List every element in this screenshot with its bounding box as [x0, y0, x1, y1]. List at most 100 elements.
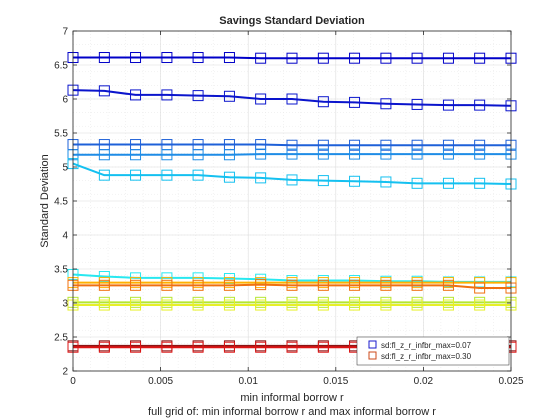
data-point-marker	[255, 279, 267, 291]
data-point-marker	[130, 52, 142, 64]
data-point-marker	[161, 299, 173, 311]
data-point-marker	[286, 299, 298, 311]
y-tick-label: 2	[62, 367, 68, 378]
y-tick-label: 5.5	[54, 129, 68, 140]
data-point-marker	[442, 52, 454, 64]
data-point-marker	[255, 148, 267, 160]
data-point-marker	[474, 52, 486, 64]
series-line	[73, 283, 511, 290]
series-max=0.27	[67, 299, 517, 311]
data-point-marker	[192, 279, 204, 291]
x-tick-label: 0.01	[238, 376, 258, 387]
data-point-marker	[349, 175, 361, 187]
legend-label-max-0.07: sd:fl_z_r_infbr_max=0.07	[381, 341, 472, 350]
data-point-marker	[411, 52, 423, 64]
data-point-marker	[411, 148, 423, 160]
data-point-marker	[98, 341, 110, 353]
data-point-marker	[474, 99, 486, 111]
data-point-marker	[223, 149, 235, 161]
data-point-marker	[380, 176, 392, 188]
data-point-marker	[442, 139, 454, 151]
data-point-marker	[474, 139, 486, 151]
data-point-marker	[286, 174, 298, 186]
x-tick-label: 0.015	[323, 376, 348, 387]
data-point-marker	[380, 299, 392, 311]
series-line	[72, 162, 512, 185]
data-point-marker	[380, 148, 392, 160]
series-max=0.18	[67, 158, 517, 190]
data-point-marker	[130, 341, 142, 353]
data-point-marker	[411, 299, 423, 311]
data-point-marker	[349, 139, 361, 151]
series-max=0.15	[67, 148, 517, 161]
data-point-marker	[349, 96, 361, 108]
data-point-marker	[255, 341, 267, 353]
x-tick-label: 0.02	[414, 376, 434, 387]
y-tick-label: 3	[62, 299, 68, 310]
data-point-marker	[192, 52, 204, 64]
data-point-marker	[349, 52, 361, 64]
data-point-marker	[411, 177, 423, 189]
data-point-marker	[130, 89, 142, 101]
tick-layer: 0 0.005 0.01 0.015 0.02 0.025 2 2.5 3 3.5 4 4.5 5 5.5…	[54, 27, 524, 388]
data-point-marker	[349, 299, 361, 311]
legend-swatch-max-0.30	[368, 351, 377, 360]
legend: sd:fl_z_r_infbr_max=0.07 sd:fl_z_r_infbr…	[356, 336, 510, 366]
data-point-marker	[161, 52, 173, 64]
y-tick-label: 6.5	[54, 61, 68, 72]
series-line	[72, 89, 512, 107]
data-point-marker	[130, 169, 142, 181]
data-point-marker	[349, 148, 361, 160]
legend-swatch-max-0.07	[368, 340, 377, 349]
series-line	[73, 143, 511, 147]
data-point-marker	[442, 99, 454, 111]
data-point-marker	[286, 93, 298, 105]
data-point-marker	[192, 299, 204, 311]
x-tick-label: 0.005	[148, 376, 173, 387]
data-point-marker	[411, 279, 423, 291]
data-point-marker	[286, 341, 298, 353]
data-point-marker	[98, 52, 110, 64]
data-point-marker	[130, 279, 142, 291]
x-axis-label: min informal borrow r	[240, 392, 344, 404]
data-point-marker	[474, 148, 486, 160]
data-point-marker	[192, 90, 204, 102]
x-axis-sublabel: full grid of: min informal borrow r and …	[148, 406, 436, 418]
data-point-marker	[474, 177, 486, 189]
data-point-marker	[317, 96, 329, 108]
data-point-marker	[317, 148, 329, 160]
legend-label-max-0.30: sd:fl_z_r_infbr_max=0.30	[381, 352, 472, 361]
data-point-marker	[474, 282, 486, 294]
data-point-marker	[223, 279, 235, 291]
y-tick-label: 7	[62, 27, 68, 38]
data-point-marker	[98, 169, 110, 181]
data-point-marker	[317, 139, 329, 151]
data-point-marker	[192, 149, 204, 161]
data-point-marker	[286, 139, 298, 151]
data-point-marker	[98, 279, 110, 291]
data-point-marker	[223, 171, 235, 183]
y-axis-label: Standard Deviation	[39, 154, 51, 248]
data-point-marker	[192, 169, 204, 181]
series-max=0.10	[67, 84, 517, 112]
data-point-marker	[380, 52, 392, 64]
series-line	[73, 153, 511, 156]
y-tick-label: 3.5	[54, 265, 68, 276]
x-tick-label: 0.025	[498, 376, 523, 387]
data-point-marker	[442, 279, 454, 291]
data-point-marker	[411, 98, 423, 110]
y-tick-label: 5	[62, 163, 68, 174]
data-point-marker	[286, 148, 298, 160]
x-tick-label: 0	[70, 376, 76, 387]
data-point-marker	[130, 299, 142, 311]
data-point-marker	[349, 279, 361, 291]
data-point-marker	[317, 175, 329, 187]
data-point-marker	[380, 279, 392, 291]
series-max=0.24	[67, 279, 517, 294]
data-point-marker	[286, 279, 298, 291]
data-point-marker	[380, 139, 392, 151]
data-point-marker	[255, 52, 267, 64]
data-point-marker	[442, 299, 454, 311]
y-tick-label: 2.5	[54, 333, 68, 344]
y-tick-label: 4	[62, 231, 68, 242]
